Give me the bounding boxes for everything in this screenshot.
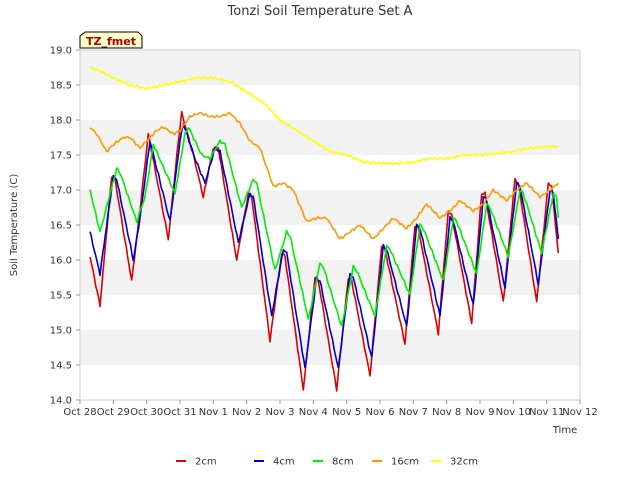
x-tick-label: Nov 8 xyxy=(432,407,461,418)
grid-band xyxy=(80,155,580,190)
series-line-16cm xyxy=(89,111,559,240)
x-tick-label: Nov 6 xyxy=(365,407,394,418)
grid-band xyxy=(80,190,580,225)
grid-band xyxy=(80,50,580,85)
y-tick-label: 18.5 xyxy=(50,81,72,92)
y-tick-label: 14.5 xyxy=(50,361,72,372)
badge-box xyxy=(79,31,143,49)
y-axis-ticks: 14.0 14.5 15.0 15.5 16.0 16.5 17.0 17.5 18.0 18.5… xyxy=(50,46,80,407)
x-tick-label: Nov 11 xyxy=(529,407,564,418)
x-tick-label: Nov 1 xyxy=(199,407,228,418)
y-axis-label: Soil Temperature (C) xyxy=(9,174,20,277)
legend-label-4cm: 4cm xyxy=(273,457,295,468)
y-tick-label: 17.0 xyxy=(50,186,72,197)
x-axis-label: Time xyxy=(552,425,577,436)
legend-label-32cm: 32cm xyxy=(450,457,478,468)
series-line-2cm xyxy=(89,110,560,392)
x-tick-label: Nov 3 xyxy=(265,407,294,418)
legend-label-2cm: 2cm xyxy=(195,457,217,468)
y-tick-label: 19.0 xyxy=(50,46,72,57)
x-tick-label: Nov 12 xyxy=(562,407,597,418)
x-tick-label: Oct 29 xyxy=(97,407,130,418)
x-tick-label: Nov 9 xyxy=(465,407,494,418)
series-line-32cm xyxy=(89,66,559,166)
grid-band xyxy=(80,365,580,400)
legend-label-16cm: 16cm xyxy=(391,457,419,468)
y-tick-label: 17.5 xyxy=(50,151,72,162)
y-tick-label: 16.0 xyxy=(50,256,72,267)
y-tick-label: 15.0 xyxy=(50,326,72,337)
x-tick-label: Nov 4 xyxy=(299,407,328,418)
x-tick-label: Oct 30 xyxy=(130,407,163,418)
grid-band xyxy=(80,120,580,155)
chart-title: Tonzi Soil Temperature Set A xyxy=(227,4,413,19)
x-tick-label: Nov 10 xyxy=(496,407,531,418)
x-tick-label: Nov 2 xyxy=(232,407,261,418)
x-axis-ticks: Oct 28 Oct 29 Oct 30 Oct 31 Nov 1 Nov 2 Nov 3 N… xyxy=(63,400,598,418)
x-tick-label: Oct 28 xyxy=(63,407,96,418)
legend: 2cm 4cm 8cm 16cm 32cm xyxy=(176,457,478,468)
badge-text: TZ_fmet xyxy=(86,35,136,48)
grid-band xyxy=(80,295,580,330)
y-tick-label: 14.0 xyxy=(50,396,72,407)
series-line-8cm xyxy=(89,126,560,326)
y-tick-label: 18.0 xyxy=(50,116,72,127)
y-tick-label: 15.5 xyxy=(50,291,72,302)
badge: TZ_fmet xyxy=(79,31,143,49)
x-tick-label: Oct 31 xyxy=(163,407,196,418)
series-lines xyxy=(89,66,560,392)
grid-band xyxy=(80,85,580,120)
x-tick-label: Nov 5 xyxy=(332,407,361,418)
y-tick-label: 16.5 xyxy=(50,221,72,232)
legend-label-8cm: 8cm xyxy=(332,457,354,468)
x-tick-label: Nov 7 xyxy=(399,407,428,418)
series-line-4cm xyxy=(89,123,560,369)
grid-band xyxy=(80,225,580,260)
